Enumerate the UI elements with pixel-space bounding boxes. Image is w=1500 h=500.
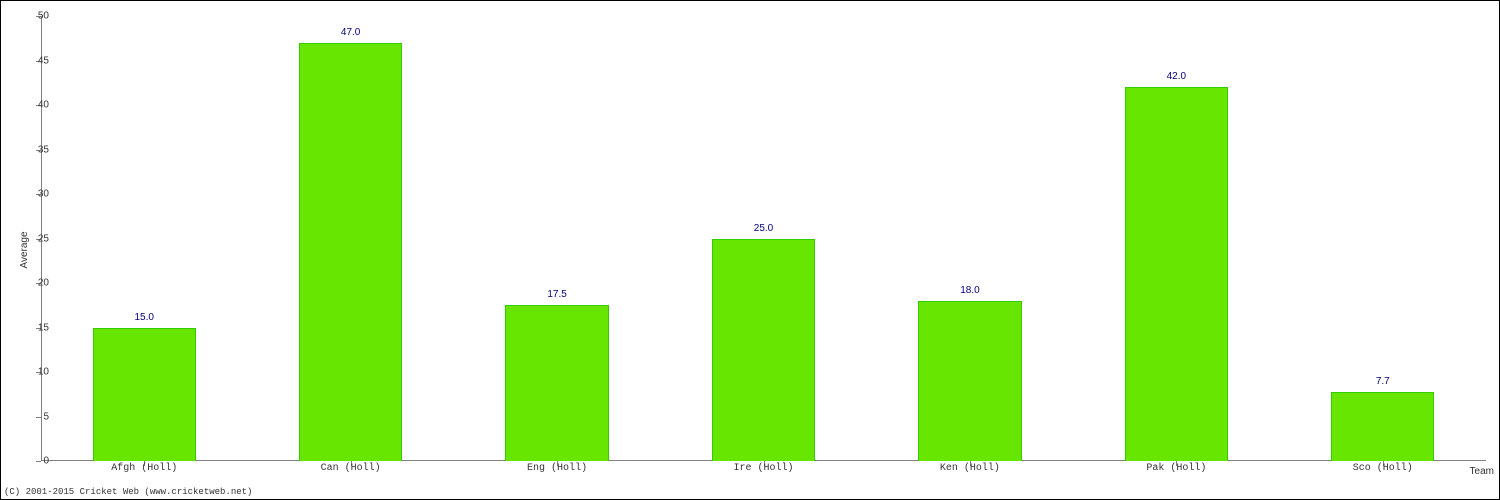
bar-value-label: 15.0 bbox=[134, 312, 153, 323]
x-tick-label: Ire (Holl) bbox=[733, 463, 793, 474]
y-tick-label: 50 bbox=[38, 11, 49, 22]
y-tick-label: 15 bbox=[38, 322, 49, 333]
copyright-text: (C) 2001-2015 Cricket Web (www.cricketwe… bbox=[4, 487, 252, 497]
x-tick-label: Can (Holl) bbox=[321, 463, 381, 474]
y-tick-label: 35 bbox=[38, 144, 49, 155]
x-axis-title: Team bbox=[1470, 466, 1494, 477]
bar-value-label: 18.0 bbox=[960, 285, 979, 296]
y-tick bbox=[36, 417, 41, 418]
y-tick-label: 30 bbox=[38, 189, 49, 200]
x-tick-label: Eng (Holl) bbox=[527, 463, 587, 474]
x-tick-label: Ken (Holl) bbox=[940, 463, 1000, 474]
y-tick-label: 10 bbox=[38, 367, 49, 378]
x-tick-label: Pak (Holl) bbox=[1146, 463, 1206, 474]
chart-container: Average 15.0 47.0 17.5 25.0 18.0 42.0 7.7 0 5 10… bbox=[0, 0, 1500, 500]
bar-value-label: 17.5 bbox=[547, 289, 566, 300]
bar-value-label: 42.0 bbox=[1167, 71, 1186, 82]
bar bbox=[93, 328, 196, 462]
x-tick-label: Sco (Holl) bbox=[1353, 463, 1413, 474]
y-tick-label: 0 bbox=[43, 456, 49, 467]
bar bbox=[1125, 87, 1228, 461]
y-tick-label: 20 bbox=[38, 278, 49, 289]
y-tick-label: 40 bbox=[38, 100, 49, 111]
bar bbox=[712, 239, 815, 462]
plot-area: 15.0 47.0 17.5 25.0 18.0 42.0 7.7 bbox=[41, 16, 1486, 461]
x-tick-label: Afgh (Holl) bbox=[111, 463, 177, 474]
bar-value-label: 25.0 bbox=[754, 223, 773, 234]
bar bbox=[1331, 392, 1434, 461]
bar bbox=[918, 301, 1021, 461]
bar-value-label: 47.0 bbox=[341, 27, 360, 38]
y-tick-label: 5 bbox=[43, 411, 49, 422]
y-tick bbox=[36, 461, 41, 462]
y-tick-label: 45 bbox=[38, 55, 49, 66]
y-tick-label: 25 bbox=[38, 233, 49, 244]
y-axis-title: Average bbox=[19, 231, 30, 268]
bar bbox=[505, 305, 608, 461]
bar-value-label: 7.7 bbox=[1376, 376, 1390, 387]
bar bbox=[299, 43, 402, 461]
